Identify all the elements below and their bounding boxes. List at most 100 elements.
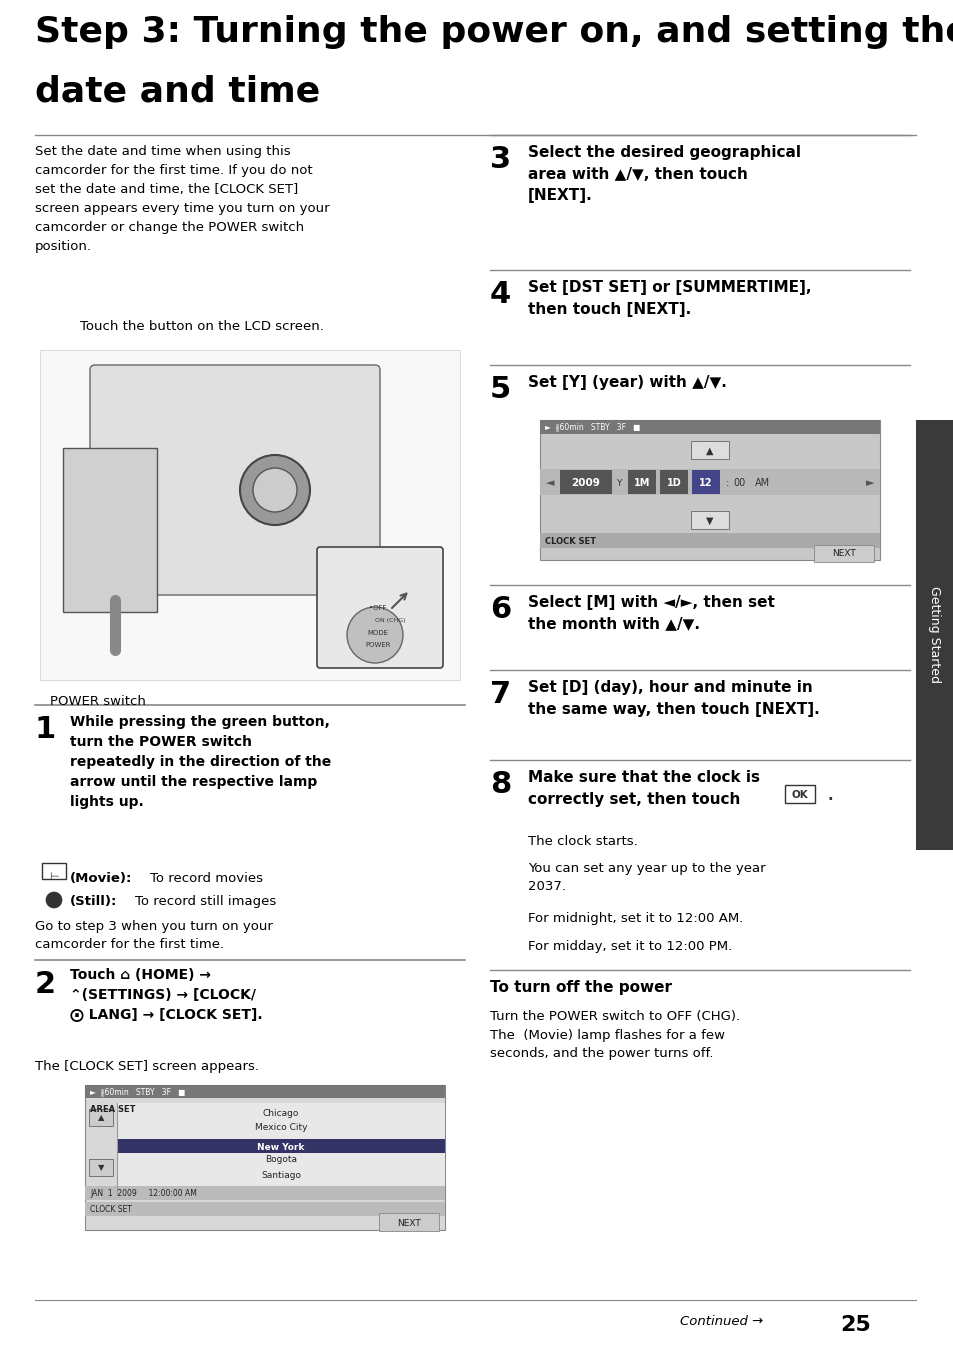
Text: CLOCK SET: CLOCK SET: [90, 1205, 132, 1215]
Text: Set [DST SET] or [SUMMERTIME],
then touch [NEXT].: Set [DST SET] or [SUMMERTIME], then touc…: [527, 280, 811, 316]
Text: OK: OK: [791, 790, 807, 801]
Text: JAN  1  2009     12:00:00 AM: JAN 1 2009 12:00:00 AM: [90, 1190, 196, 1198]
FancyBboxPatch shape: [63, 448, 157, 612]
Text: 3: 3: [490, 145, 511, 174]
Text: Go to step 3 when you turn on your
camcorder for the first time.: Go to step 3 when you turn on your camco…: [35, 920, 273, 951]
Text: (Movie):: (Movie):: [70, 873, 132, 885]
Text: ◄: ◄: [545, 478, 554, 489]
Text: (Still):: (Still):: [70, 896, 117, 908]
Text: Turn the POWER switch to OFF (CHG).
The  (Movie) lamp flashes for a few
seconds,: Turn the POWER switch to OFF (CHG). The …: [490, 1010, 740, 1060]
FancyBboxPatch shape: [690, 512, 728, 529]
Text: AREA SET: AREA SET: [90, 1105, 135, 1114]
Text: MODE: MODE: [367, 630, 388, 636]
Text: 1: 1: [35, 715, 56, 744]
Circle shape: [253, 468, 296, 512]
Text: 2: 2: [35, 970, 56, 999]
Text: To record movies: To record movies: [150, 873, 263, 885]
Text: Bogota: Bogota: [265, 1156, 296, 1164]
Text: 1M: 1M: [633, 478, 650, 489]
Bar: [85, 1086, 444, 1229]
FancyBboxPatch shape: [784, 784, 814, 803]
Text: 2009: 2009: [571, 478, 599, 489]
Bar: [627, 470, 656, 494]
Text: POWER: POWER: [365, 642, 391, 649]
Text: While pressing the green button,
turn the POWER switch
repeatedly in the directi: While pressing the green button, turn th…: [70, 715, 331, 809]
Text: Chicago: Chicago: [262, 1109, 299, 1118]
Text: Getting Started: Getting Started: [927, 586, 941, 684]
Bar: [539, 421, 879, 560]
Text: For midnight, set it to 12:00 AM.: For midnight, set it to 12:00 AM.: [527, 912, 742, 925]
Text: 5: 5: [490, 375, 511, 404]
FancyBboxPatch shape: [813, 546, 873, 562]
Text: Mexico City: Mexico City: [254, 1124, 307, 1133]
Text: Touch the button on the LCD screen.: Touch the button on the LCD screen.: [80, 320, 323, 332]
Bar: [85, 1202, 444, 1216]
Bar: [559, 470, 612, 494]
Circle shape: [347, 607, 402, 664]
Circle shape: [240, 455, 310, 525]
Text: Make sure that the clock is
correctly set, then touch: Make sure that the clock is correctly se…: [527, 769, 760, 806]
Text: For midday, set it to 12:00 PM.: For midday, set it to 12:00 PM.: [527, 940, 732, 953]
Text: To turn off the power: To turn off the power: [490, 980, 671, 995]
Text: Step 3: Turning the power on, and setting the: Step 3: Turning the power on, and settin…: [35, 15, 953, 49]
Text: To record still images: To record still images: [135, 896, 276, 908]
Text: Set the date and time when using this
camcorder for the first time. If you do no: Set the date and time when using this ca…: [35, 145, 330, 252]
FancyBboxPatch shape: [89, 1109, 112, 1126]
Bar: [85, 1086, 444, 1098]
Text: Continued →: Continued →: [679, 1315, 762, 1329]
Text: The [CLOCK SET] screen appears.: The [CLOCK SET] screen appears.: [35, 1060, 258, 1073]
Text: 6: 6: [490, 594, 511, 624]
Bar: [539, 421, 879, 434]
Text: POWER switch: POWER switch: [50, 695, 146, 708]
Text: CLOCK SET: CLOCK SET: [544, 536, 596, 546]
Bar: [117, 1139, 444, 1153]
Bar: [539, 470, 879, 495]
Bar: [915, 421, 953, 849]
Text: Select [M] with ◄/►, then set
the month with ▲/▼.: Select [M] with ◄/►, then set the month …: [527, 594, 774, 631]
Text: •OFF: •OFF: [369, 605, 386, 611]
Text: NEXT: NEXT: [831, 550, 855, 559]
Text: ▲: ▲: [97, 1114, 104, 1122]
FancyBboxPatch shape: [316, 547, 442, 668]
Text: Touch ⌂ (HOME) →
⌃(SETTINGS) → [CLOCK/
⨀ LANG] → [CLOCK SET].: Touch ⌂ (HOME) → ⌃(SETTINGS) → [CLOCK/ ⨀…: [70, 968, 262, 1022]
FancyBboxPatch shape: [690, 441, 728, 459]
Bar: [40, 350, 459, 680]
FancyBboxPatch shape: [90, 365, 379, 594]
Text: AM: AM: [754, 478, 769, 489]
Text: 1D: 1D: [666, 478, 680, 489]
Bar: [691, 470, 720, 494]
Text: :: :: [725, 478, 729, 489]
Text: 4: 4: [490, 280, 511, 309]
FancyBboxPatch shape: [89, 1159, 112, 1177]
Bar: [117, 1103, 444, 1196]
Text: 00: 00: [733, 478, 745, 489]
Circle shape: [46, 892, 62, 908]
Text: .: .: [827, 787, 833, 802]
Text: ►  ∦60min   STBY   3F   ■: ► ∦60min STBY 3F ■: [90, 1087, 185, 1096]
Text: 7: 7: [490, 680, 511, 708]
Text: Set [D] (day), hour and minute in
the same way, then touch [NEXT].: Set [D] (day), hour and minute in the sa…: [527, 680, 819, 716]
Text: ▼: ▼: [705, 516, 713, 527]
FancyBboxPatch shape: [42, 863, 66, 879]
Text: Santiago: Santiago: [261, 1171, 301, 1179]
Bar: [539, 533, 879, 548]
Text: ►  ∦60min   STBY   3F   ■: ► ∦60min STBY 3F ■: [544, 422, 639, 432]
Text: ►: ►: [864, 478, 873, 489]
Text: ▼: ▼: [97, 1163, 104, 1172]
Text: NEXT: NEXT: [396, 1219, 420, 1228]
Text: ▲: ▲: [705, 446, 713, 456]
Text: date and time: date and time: [35, 75, 320, 109]
Bar: [659, 470, 687, 494]
Text: Y: Y: [616, 479, 621, 487]
Text: ON (CHG): ON (CHG): [375, 617, 405, 623]
Text: Select the desired geographical
area with ▲/▼, then touch
[NEXT].: Select the desired geographical area wit…: [527, 145, 801, 204]
FancyBboxPatch shape: [378, 1213, 438, 1231]
Text: ⊢: ⊢: [49, 873, 59, 882]
Text: Set [Y] (year) with ▲/▼.: Set [Y] (year) with ▲/▼.: [527, 375, 726, 389]
Bar: [85, 1186, 444, 1200]
Text: New York: New York: [257, 1143, 304, 1152]
Text: The clock starts.: The clock starts.: [527, 835, 638, 848]
Text: 8: 8: [490, 769, 511, 799]
Text: You can set any year up to the year
2037.: You can set any year up to the year 2037…: [527, 862, 765, 893]
Text: 25: 25: [840, 1315, 870, 1335]
